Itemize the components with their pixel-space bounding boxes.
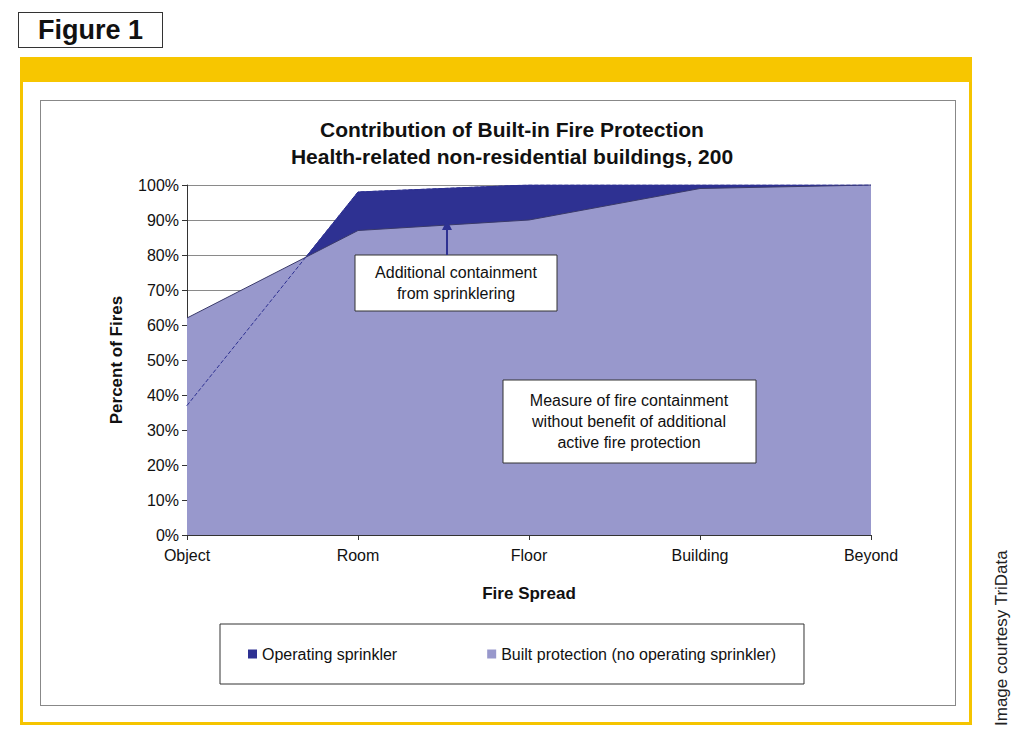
svg-text:without benefit of additional: without benefit of additional [531,413,726,430]
svg-text:Building: Building [672,547,729,564]
svg-text:40%: 40% [147,387,179,404]
svg-text:Contribution of Built-in Fire: Contribution of Built-in Fire Protection [320,118,704,141]
svg-text:100%: 100% [138,177,179,194]
svg-text:Room: Room [337,547,380,564]
svg-text:80%: 80% [147,247,179,264]
svg-text:20%: 20% [147,457,179,474]
svg-text:Fire Spread: Fire Spread [482,584,576,603]
svg-text:30%: 30% [147,422,179,439]
svg-text:from sprinklering: from sprinklering [397,285,515,302]
svg-text:90%: 90% [147,212,179,229]
svg-text:Operating sprinkler: Operating sprinkler [262,646,398,663]
svg-text:Measure of fire containment: Measure of fire containment [530,392,729,409]
svg-text:50%: 50% [147,352,179,369]
svg-text:10%: 10% [147,492,179,509]
svg-text:Built protection (no operating: Built protection (no operating sprinkler… [501,646,776,663]
svg-text:active fire protection: active fire protection [557,434,700,451]
svg-text:Additional containment: Additional containment [375,264,537,281]
svg-text:Object: Object [164,547,211,564]
svg-text:Health-related non-residential: Health-related non-residential buildings… [291,145,733,168]
html-text:Figure 1: Figure 1 [38,15,143,45]
svg-text:Floor: Floor [511,547,548,564]
svg-text:0%: 0% [156,527,179,544]
html-text:Image courtesy TriData: Image courtesy TriData [992,550,1011,726]
svg-text:Beyond: Beyond [844,547,898,564]
svg-text:Percent of Fires: Percent of Fires [107,296,126,425]
svg-text:60%: 60% [147,317,179,334]
svg-text:70%: 70% [147,282,179,299]
